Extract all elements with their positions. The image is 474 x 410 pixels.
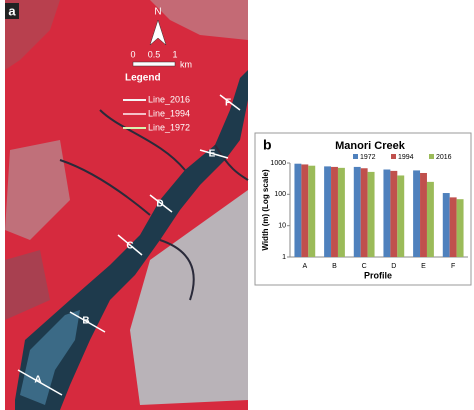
transect	[149, 194, 173, 213]
y-axis-title: Width (m) (Log scale)	[261, 169, 270, 251]
transect	[17, 369, 63, 396]
x-axis-title: Profile	[364, 270, 392, 280]
y-tick-label: 100	[274, 191, 286, 198]
panel-label: a	[8, 3, 16, 18]
profile-label: D	[156, 199, 163, 210]
scale-bar	[132, 61, 176, 67]
legend-label: Line_2016	[148, 94, 190, 104]
y-tick-label: 1	[282, 254, 286, 261]
panel-label-box	[5, 3, 19, 19]
legend-label: 1972	[360, 154, 376, 161]
transect	[199, 149, 229, 159]
bar	[308, 165, 316, 257]
x-tick-label: B	[332, 263, 337, 270]
land-patch	[5, 250, 50, 320]
transect	[69, 311, 106, 333]
bar	[413, 170, 421, 257]
transect	[117, 234, 143, 256]
bar	[442, 193, 450, 257]
bar	[353, 166, 361, 257]
scale-unit: km	[180, 59, 192, 69]
bar	[360, 168, 368, 257]
legend-label: Line_1994	[148, 108, 190, 118]
profile-label: E	[209, 149, 216, 160]
y-tick-label: 1000	[270, 160, 286, 167]
bar	[324, 166, 332, 257]
legend-label: 1994	[398, 154, 414, 161]
map: A B C D E F a N 0 0.5 1 km Legend Line_2…	[5, 0, 249, 410]
bar	[367, 171, 375, 257]
profile-labels: A B C D E F	[34, 98, 231, 386]
land-patch	[150, 0, 248, 40]
bar	[390, 170, 398, 257]
channel	[59, 109, 249, 301]
x-tick-label: A	[302, 263, 307, 270]
x-tick-label: C	[362, 263, 367, 270]
profile-label: B	[82, 316, 89, 327]
bar	[337, 167, 345, 257]
transect	[219, 94, 241, 111]
bar	[383, 169, 391, 257]
legend-label: 2016	[436, 154, 452, 161]
bar	[426, 181, 434, 257]
y-tick-label: 10	[278, 223, 286, 230]
scale-label: 0.5	[148, 49, 161, 59]
bar	[449, 197, 457, 257]
profile-label: C	[126, 241, 133, 252]
bar	[456, 199, 464, 257]
x-tick-label: D	[391, 263, 396, 270]
scale-label: 1	[172, 49, 177, 59]
north-label: N	[154, 7, 161, 18]
x-tick-label: F	[451, 263, 455, 270]
bar	[397, 175, 405, 257]
panel-label: b	[263, 137, 272, 153]
bar	[294, 163, 302, 257]
north-arrow	[149, 19, 167, 46]
legend-swatch	[391, 154, 396, 159]
legend-label: Line_1972	[148, 122, 190, 132]
x-tick-label: E	[421, 263, 426, 270]
bar	[301, 164, 309, 257]
bar	[331, 166, 338, 257]
legend-swatch	[429, 154, 434, 159]
legend-swatch	[353, 154, 358, 159]
profile-label: F	[225, 98, 231, 109]
profile-label: A	[34, 375, 41, 386]
land-patch	[5, 140, 70, 240]
chart-title: Manori Creek	[335, 140, 406, 152]
creek-shallow	[20, 310, 80, 405]
bar	[420, 172, 427, 257]
legend-title: Legend	[125, 73, 161, 84]
chart: b Manori Creek Width (m) (Log scale) Pro…	[254, 132, 472, 286]
urban-area	[130, 190, 248, 405]
scale-label: 0	[130, 49, 135, 59]
transects	[17, 94, 241, 396]
